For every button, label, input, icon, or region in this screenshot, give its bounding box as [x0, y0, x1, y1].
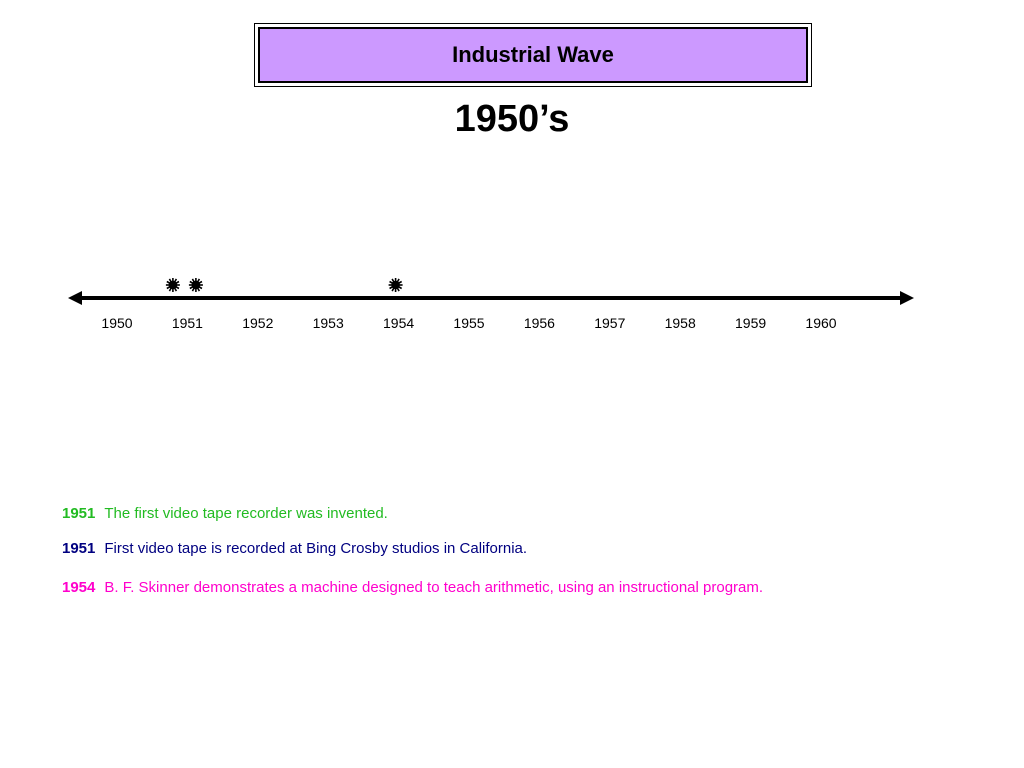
sunburst-icon	[388, 278, 403, 292]
event-markers	[165, 278, 403, 292]
year-label-1955: 1955	[453, 315, 484, 331]
event-year: 1951	[62, 540, 96, 557]
left-arrowhead	[68, 291, 82, 305]
year-label-1951: 1951	[172, 315, 203, 331]
decade-label: 1950’s	[454, 98, 570, 140]
right-arrowhead	[900, 291, 914, 305]
year-label-1957: 1957	[594, 315, 625, 331]
title-text: Industrial Wave	[258, 27, 808, 83]
year-label-1956: 1956	[524, 315, 555, 331]
year-label-1952: 1952	[242, 315, 273, 331]
decade-heading: 1950’s	[0, 98, 1024, 141]
year-label-1950: 1950	[101, 315, 132, 331]
year-label-1954: 1954	[383, 315, 414, 331]
event-text: The first video tape recorder was invent…	[104, 505, 388, 522]
event-1951-bing-crosby: 1951 First video tape is recorded at Bing…	[62, 540, 527, 557]
year-label-1959: 1959	[735, 315, 766, 331]
event-text: B. F. Skinner demonstrates a machine des…	[104, 579, 764, 596]
year-labels: 1950 1951 1952 1953 1954 1955 1956 1957 1958 1959…	[101, 315, 836, 331]
event-1951-recorder: 1951 The first video tape recorder was in…	[62, 505, 388, 522]
year-label-1960: 1960	[805, 315, 836, 331]
timeline: 1950 1951 1952 1953 1954 1955 1956 1957 1958 1959…	[68, 278, 914, 331]
sunburst-icon	[188, 278, 203, 292]
year-label-1953: 1953	[313, 315, 344, 331]
title-box: Industrial Wave	[254, 23, 812, 87]
event-year: 1951	[62, 505, 96, 522]
event-year: 1954	[62, 579, 96, 596]
year-label-1958: 1958	[665, 315, 696, 331]
event-text: First video tape is recorded at Bing Cro…	[104, 540, 528, 557]
event-1954-skinner: 1954 B. F. Skinner demonstrates a machine…	[62, 579, 763, 596]
sunburst-icon	[165, 278, 180, 292]
